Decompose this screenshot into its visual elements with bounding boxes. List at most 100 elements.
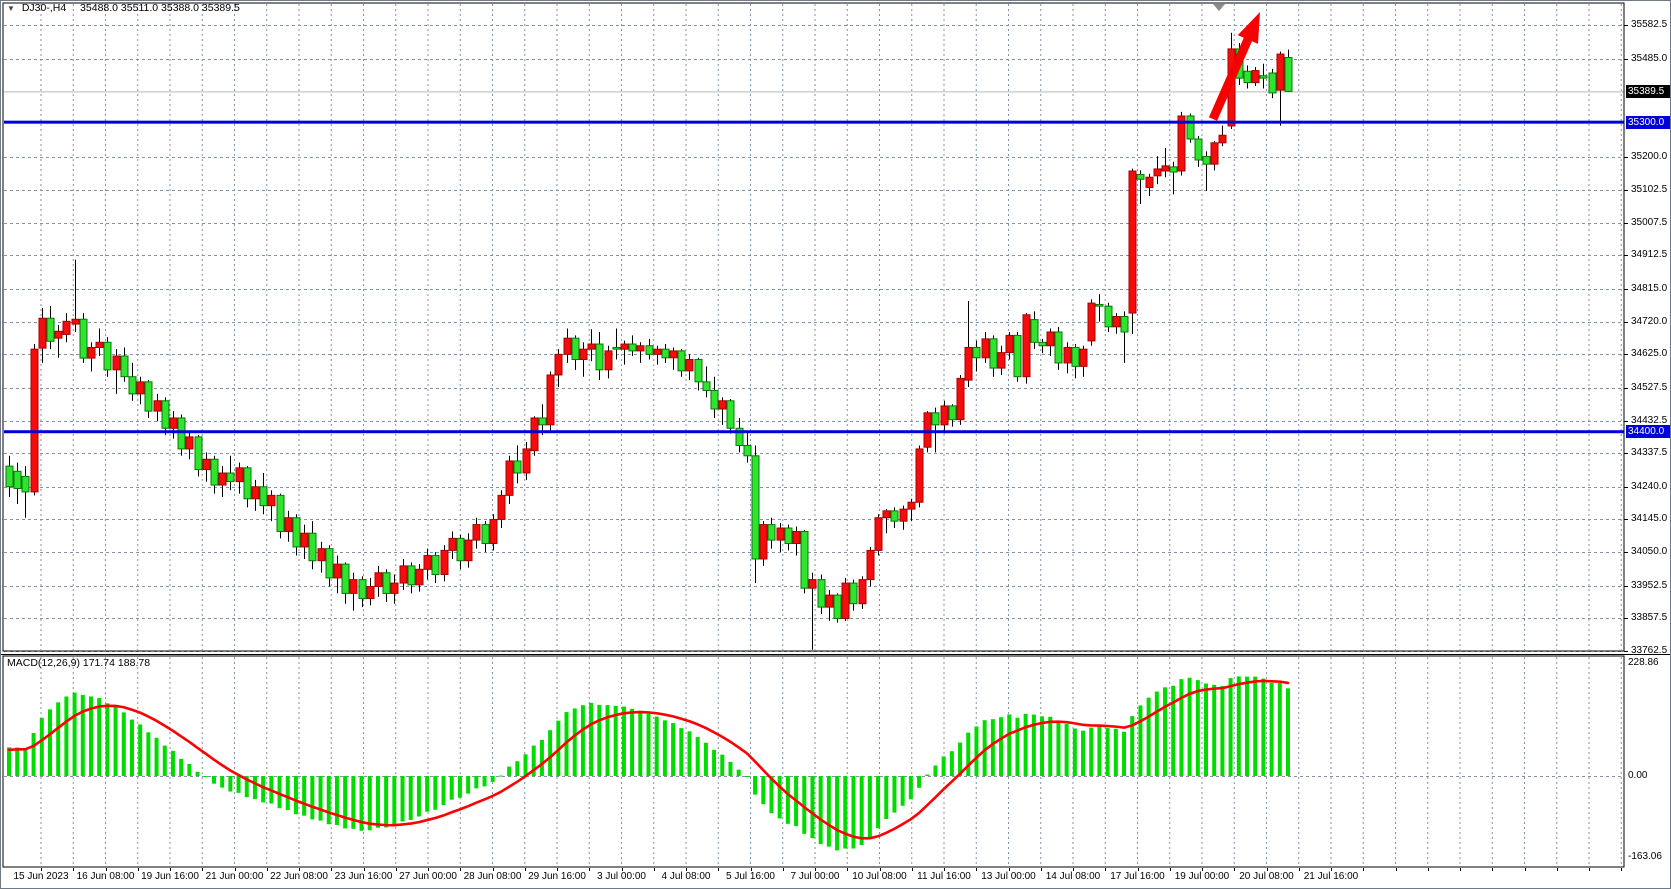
candle	[546, 374, 555, 426]
hline-price-badge: 35300.0	[1626, 115, 1670, 129]
candle	[833, 594, 842, 619]
horizontal-gridlines	[4, 25, 1624, 652]
candle	[300, 532, 309, 548]
candle	[595, 343, 604, 371]
time-axis-label: 20 Jul 08:00	[1239, 871, 1294, 882]
ohlc-readout: 35488.0 35511.0 35388.0 35389.5	[80, 2, 240, 14]
time-axis-label: 14 Jul 08:00	[1045, 871, 1101, 882]
candle	[1186, 115, 1195, 140]
candle	[103, 341, 112, 371]
candle	[1079, 348, 1088, 367]
candle	[333, 563, 342, 579]
price-axis-label: 35485.0	[1631, 52, 1668, 64]
macd-name: MACD(12,26,9)	[7, 657, 80, 669]
candle	[759, 524, 768, 560]
candle	[1284, 57, 1293, 92]
price-axis-label: 34815.0	[1631, 282, 1668, 294]
price-axis-label: 35200.0	[1631, 150, 1668, 162]
candle	[38, 317, 47, 349]
candle	[653, 348, 662, 355]
candle	[800, 530, 809, 589]
macd-histogram	[7, 676, 1290, 851]
candle	[645, 345, 654, 355]
candle	[448, 537, 457, 551]
candle	[235, 467, 244, 483]
candle	[1268, 72, 1277, 94]
candle	[1046, 331, 1055, 347]
horizontal-line-34400.0[interactable]	[4, 430, 1624, 434]
macd-pane-border	[2, 655, 1625, 868]
candle	[1177, 115, 1186, 172]
candle	[489, 518, 498, 545]
candle	[120, 355, 129, 378]
candle	[972, 346, 981, 359]
candle	[481, 524, 490, 545]
candle	[1071, 346, 1080, 367]
macd-signal-line	[7, 679, 1290, 840]
candle	[907, 501, 916, 510]
candle	[390, 582, 399, 594]
candle	[817, 579, 826, 608]
price-axis-label: 34625.0	[1631, 348, 1668, 360]
candle	[948, 405, 957, 421]
chart-title: ▼ DJ30-,H4 35488.0 35511.0 35388.0 35389…	[7, 2, 240, 14]
candle	[185, 436, 194, 450]
horizontal-line-35300.0[interactable]	[4, 120, 1624, 124]
candle	[1104, 305, 1113, 328]
candle	[726, 400, 735, 429]
candle	[5, 465, 14, 488]
candle	[30, 348, 39, 493]
candle	[1120, 316, 1129, 333]
time-axis-label: 28 Jun 08:00	[463, 871, 522, 882]
candle	[866, 549, 875, 581]
time-axis-label: 11 Jul 16:00	[917, 871, 971, 882]
candle	[669, 350, 678, 359]
candle	[464, 539, 473, 562]
candle	[620, 343, 629, 350]
candle	[472, 524, 481, 541]
vertical-gridlines	[40, 4, 1622, 866]
macd-axis-label: 0.00	[1628, 770, 1648, 781]
candle	[423, 555, 432, 570]
main-pane-border	[2, 2, 1625, 652]
up-arrow-annotation[interactable]	[1208, 12, 1260, 121]
candle	[1259, 75, 1268, 79]
candle	[923, 412, 932, 448]
candle	[1136, 173, 1145, 180]
candle	[382, 572, 391, 594]
macd-indicator-label: MACD(12,26,9) 171.74 188.78	[7, 657, 150, 669]
candle	[440, 549, 449, 575]
candle	[366, 586, 375, 600]
candle	[784, 527, 793, 545]
candle	[1054, 331, 1063, 364]
candle	[1194, 138, 1203, 161]
candle	[169, 417, 178, 429]
price-axis-label: 33857.5	[1631, 612, 1668, 624]
candle	[849, 582, 858, 605]
candle	[989, 338, 998, 369]
chart-dropdown-icon[interactable]: ▼	[7, 4, 15, 13]
candle	[1153, 168, 1162, 177]
candle	[374, 572, 383, 588]
candle	[825, 594, 834, 608]
time-axis-label: 21 Jun 00:00	[205, 871, 264, 882]
candle	[194, 436, 203, 471]
time-axis-label: 22 Jun 08:00	[270, 871, 328, 882]
time-axis-label: 19 Jun 16:00	[141, 871, 199, 882]
candle	[144, 381, 153, 412]
candle	[46, 317, 55, 342]
candle	[1251, 70, 1260, 84]
candle	[743, 444, 752, 457]
time-axis-label: 16 Jun 08:00	[76, 871, 135, 882]
candle	[1218, 134, 1227, 144]
macd-axis-label: 228.86	[1628, 657, 1659, 668]
price-axis-label: 34912.5	[1631, 249, 1668, 261]
marker-triangle-icon	[1213, 4, 1225, 11]
candle	[554, 353, 563, 376]
candle	[456, 537, 465, 562]
candle	[407, 565, 416, 586]
candle	[899, 508, 908, 522]
candle	[513, 460, 522, 474]
